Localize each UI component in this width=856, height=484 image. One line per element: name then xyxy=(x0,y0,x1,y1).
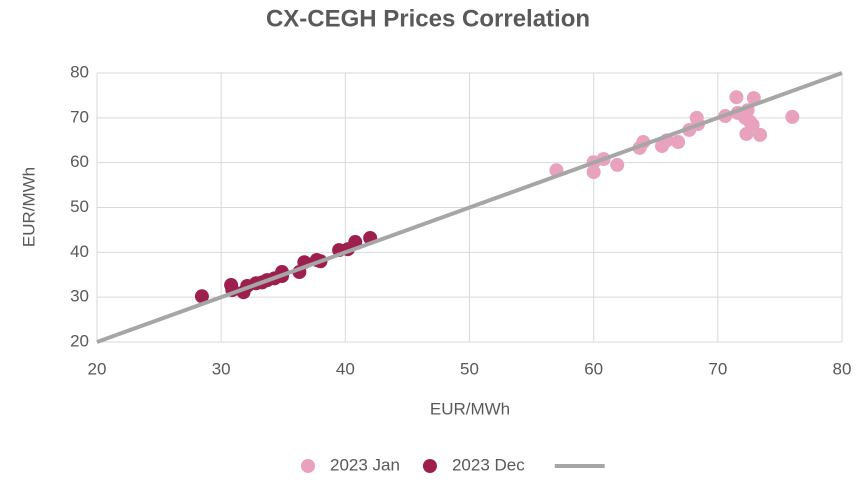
y-tick-label: 20 xyxy=(70,331,89,350)
point xyxy=(753,127,768,142)
diagonal-line xyxy=(96,71,843,344)
y-tick-label: 40 xyxy=(70,242,89,261)
x-tick-label: 30 xyxy=(212,359,231,378)
point xyxy=(586,165,601,180)
point xyxy=(745,118,760,133)
y-tick-label: 70 xyxy=(70,107,89,126)
x-axis-title: EUR/MWh xyxy=(430,399,510,418)
x-tick-label: 80 xyxy=(833,359,852,378)
point xyxy=(671,135,686,150)
x-tick-label: 70 xyxy=(708,359,727,378)
legend-label: 2023 Jan xyxy=(330,455,400,474)
y-tick-label: 50 xyxy=(70,197,89,216)
x-tick-label: 20 xyxy=(88,359,107,378)
legend-label: 2023 Dec xyxy=(452,455,525,474)
y-axis-title: EUR/MWh xyxy=(19,167,38,247)
x-tick-label: 50 xyxy=(460,359,479,378)
point xyxy=(610,157,625,172)
point xyxy=(785,109,800,124)
legend-swatch xyxy=(422,459,437,473)
legend-swatch xyxy=(301,459,315,473)
y-tick-label: 60 xyxy=(70,152,89,171)
y-tick-label: 80 xyxy=(70,62,89,81)
x-tick-label: 40 xyxy=(336,359,355,378)
y-tick-label: 30 xyxy=(70,287,89,306)
x-tick-label: 60 xyxy=(584,359,603,378)
chart-title: CX-CEGH Prices Correlation xyxy=(266,5,590,32)
point xyxy=(729,90,744,105)
point xyxy=(194,289,209,304)
